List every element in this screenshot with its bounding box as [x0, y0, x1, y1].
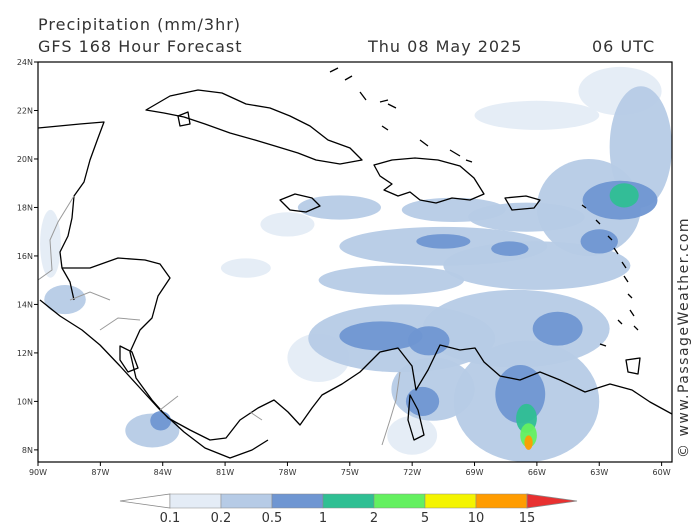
precip-area-level-2 [339, 321, 423, 351]
lon-tick-label: 84W [154, 468, 172, 477]
colombia-venezuela-border [381, 371, 401, 446]
lon-tick-label: 72W [403, 468, 421, 477]
forecast-subtitle: GFS 168 Hour Forecast [38, 37, 243, 56]
lat-tick-label: 10N [17, 397, 33, 406]
precip-area-level-1 [609, 86, 672, 208]
lon-tick-label: 78W [278, 468, 296, 477]
precip-area-level-2 [416, 234, 471, 249]
precip-area-level-0 [220, 258, 271, 278]
colorbar-segment [271, 493, 324, 509]
cuba-coastline [145, 89, 363, 165]
puerto-rico-coastline [504, 195, 541, 211]
lon-tick-label: 66W [528, 468, 546, 477]
colorbar-segment [220, 493, 273, 509]
pacific-coast [39, 299, 269, 459]
forecast-date: Thu 08 May 2025 [368, 37, 523, 56]
axis-ticks: 24N 22N 20N 18N 16N 14N 12N 10N 8N 90W 87W 84W 81W 78… [17, 58, 671, 477]
lat-tick-label: 12N [17, 349, 33, 358]
lat-tick-label: 20N [17, 155, 33, 164]
central-america-coastline [38, 121, 672, 441]
precip-area-level-2 [405, 386, 440, 416]
colorbar-level-label: 10 [468, 511, 485, 525]
gulf-of-honduras [61, 267, 75, 301]
lake-nicaragua [119, 345, 139, 373]
hispaniola-coastline [373, 157, 485, 204]
precip-area-level-1 [318, 265, 465, 295]
precipitation-layer [40, 66, 672, 462]
jamaica-coastline [279, 193, 321, 213]
precip-area-level-0 [260, 212, 315, 237]
colorbar-segment [424, 493, 477, 509]
lon-tick-label: 60W [653, 468, 671, 477]
lon-tick-label: 63W [590, 468, 608, 477]
lon-tick-label: 90W [29, 468, 47, 477]
colorbar-level-label: 0.2 [211, 511, 232, 525]
colorbar-level-label: 1 [319, 511, 327, 525]
isla-de-la-juventud-coastline [177, 111, 191, 127]
bahamas-islands [329, 67, 473, 163]
colorbar-segment [475, 493, 528, 509]
colorbar-level-label: 5 [421, 511, 429, 525]
precip-area-level-6 [524, 435, 533, 450]
lon-tick-label: 87W [91, 468, 109, 477]
precip-area-level-3 [609, 183, 639, 208]
lon-tick-label: 69W [465, 468, 483, 477]
colorbar-arrow-max [526, 493, 578, 509]
colorbar-segment [169, 493, 222, 509]
trinidad-coastline [625, 357, 641, 375]
precip-area-level-2 [580, 229, 618, 254]
border-layer [38, 195, 401, 446]
precip-area-level-2 [150, 411, 172, 431]
lesser-antilles [581, 204, 639, 347]
colorbar-segment [373, 493, 426, 509]
precip-area-level-2 [491, 241, 529, 256]
lat-tick-label: 18N [17, 203, 33, 212]
precip-area-level-2 [532, 311, 583, 346]
precipitation-colorbar: 0.1 0.2 0.5 1 2 5 10 15 [119, 493, 578, 525]
lat-tick-label: 8N [22, 446, 33, 455]
mexico-guatemala-border [38, 195, 75, 281]
lat-tick-label: 22N [17, 106, 33, 115]
lat-tick-label: 14N [17, 300, 33, 309]
colorbar-level-label: 15 [519, 511, 536, 525]
coastline-layer [38, 67, 672, 459]
lake-maracaibo [407, 394, 425, 441]
lat-tick-label: 16N [17, 252, 33, 261]
precip-area-level-2 [408, 326, 450, 356]
colorbar-level-label: 0.1 [160, 511, 181, 525]
map-frame [37, 61, 673, 463]
central-america-borders [69, 291, 263, 421]
precip-area-level-0 [474, 100, 600, 130]
lon-tick-label: 81W [216, 468, 234, 477]
lon-tick-label: 75W [341, 468, 359, 477]
watermark-credit: © www.PassageWeather.com [676, 216, 692, 458]
precip-area-level-1 [297, 195, 381, 220]
lat-tick-label: 24N [17, 58, 33, 67]
colorbar-level-label: 0.5 [262, 511, 283, 525]
precip-area-level-1 [422, 289, 610, 368]
colorbar-segment [322, 493, 375, 509]
precip-area-level-1 [44, 285, 86, 315]
map-title: Precipitation (mm/3hr) [38, 15, 242, 34]
colorbar-arrow-min [119, 493, 171, 509]
colorbar-level-label: 2 [370, 511, 378, 525]
forecast-time: 06 UTC [592, 37, 656, 56]
